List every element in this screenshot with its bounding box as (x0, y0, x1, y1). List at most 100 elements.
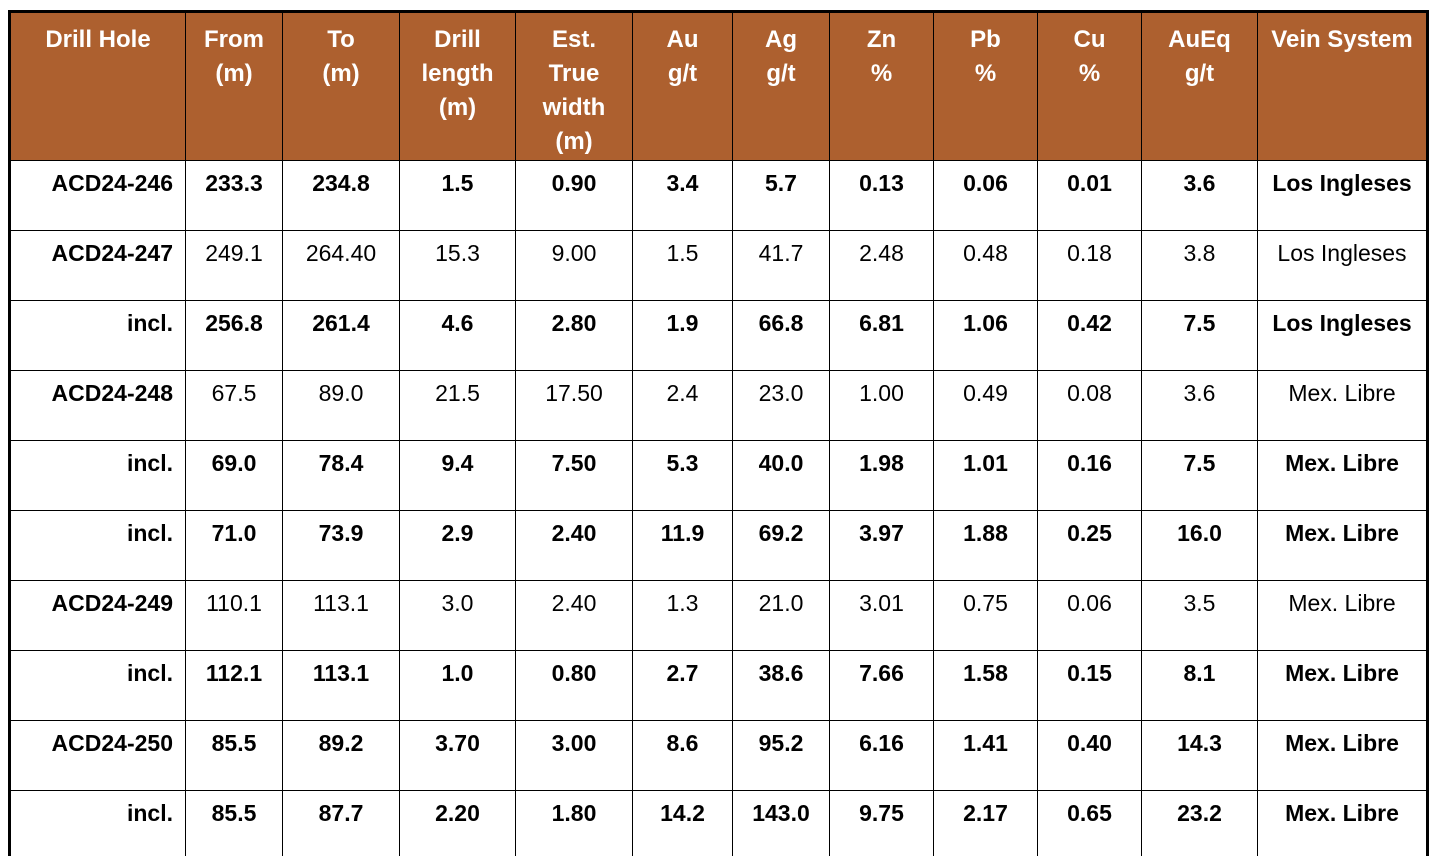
header-cell-zn-pct: Zn % (829, 11, 934, 161)
table-row: ACD24-246 233.3 234.8 1.5 0.90 3.4 5.7 0.13 0.06… (9, 160, 1428, 231)
cell-row10-ag-gt: 143.0 (732, 790, 830, 856)
cell-row9-ag-gt: 95.2 (732, 720, 830, 791)
header-cell-au-gt: Au g/t (632, 11, 733, 161)
cell-row7-au-gt: 1.3 (632, 580, 733, 651)
cell-row5-au-gt: 5.3 (632, 440, 733, 511)
table-row: incl. 71.0 73.9 2.9 2.40 11.9 69.2 3.97 1.88 0.25… (9, 510, 1428, 581)
cell-row7-vein-system: Mex. Libre (1257, 580, 1428, 651)
cell-row9-cu-pct: 0.40 (1037, 720, 1142, 791)
cell-row6-est-true-width-m: 2.40 (515, 510, 633, 581)
header-cell-cu-pct: Cu % (1037, 11, 1142, 161)
cell-row8-zn-pct: 7.66 (829, 650, 934, 721)
cell-row2-pb-pct: 0.48 (933, 230, 1038, 301)
cell-row7-pb-pct: 0.75 (933, 580, 1038, 651)
table-body: ACD24-246 233.3 234.8 1.5 0.90 3.4 5.7 0.13 0.06… (9, 160, 1428, 856)
header-cell-from-m: From (m) (185, 11, 283, 161)
header-cell-ag-gt: Ag g/t (732, 11, 830, 161)
cell-row8-drill-hole: incl. (9, 650, 186, 721)
cell-row1-aueq-gt: 3.6 (1141, 160, 1258, 231)
cell-row6-zn-pct: 3.97 (829, 510, 934, 581)
cell-row6-au-gt: 11.9 (632, 510, 733, 581)
cell-row6-drill-hole: incl. (9, 510, 186, 581)
cell-row2-est-true-width-m: 9.00 (515, 230, 633, 301)
cell-row9-zn-pct: 6.16 (829, 720, 934, 791)
cell-row2-cu-pct: 0.18 (1037, 230, 1142, 301)
cell-row5-ag-gt: 40.0 (732, 440, 830, 511)
cell-row4-cu-pct: 0.08 (1037, 370, 1142, 441)
header-cell-to-m: To (m) (282, 11, 400, 161)
cell-row3-aueq-gt: 7.5 (1141, 300, 1258, 371)
header-cell-pb-pct: Pb % (933, 11, 1038, 161)
table-header: Drill Hole From (m) To (m) Drill length (m)… (9, 11, 1428, 161)
cell-row4-pb-pct: 0.49 (933, 370, 1038, 441)
cell-row1-drill-length-m: 1.5 (399, 160, 516, 231)
cell-row3-vein-system: Los Ingleses (1257, 300, 1428, 371)
cell-row9-from-m: 85.5 (185, 720, 283, 791)
cell-row4-drill-hole: ACD24-248 (9, 370, 186, 441)
cell-row4-drill-length-m: 21.5 (399, 370, 516, 441)
table-row: ACD24-248 67.5 89.0 21.5 17.50 2.4 23.0 1.00 0.4… (9, 370, 1428, 441)
cell-row9-vein-system: Mex. Libre (1257, 720, 1428, 791)
table-row: ACD24-250 85.5 89.2 3.70 3.00 8.6 95.2 6.16 1.41… (9, 720, 1428, 791)
cell-row2-zn-pct: 2.48 (829, 230, 934, 301)
cell-row1-vein-system: Los Ingleses (1257, 160, 1428, 231)
header-cell-drill-hole: Drill Hole (9, 11, 186, 161)
cell-row7-ag-gt: 21.0 (732, 580, 830, 651)
cell-row6-cu-pct: 0.25 (1037, 510, 1142, 581)
cell-row10-vein-system: Mex. Libre (1257, 790, 1428, 856)
drill-results-table: Drill Hole From (m) To (m) Drill length (m)… (8, 10, 1429, 856)
cell-row3-drill-length-m: 4.6 (399, 300, 516, 371)
cell-row6-vein-system: Mex. Libre (1257, 510, 1428, 581)
cell-row4-from-m: 67.5 (185, 370, 283, 441)
cell-row5-from-m: 69.0 (185, 440, 283, 511)
cell-row2-vein-system: Los Ingleses (1257, 230, 1428, 301)
cell-row10-est-true-width-m: 1.80 (515, 790, 633, 856)
cell-row6-to-m: 73.9 (282, 510, 400, 581)
cell-row5-drill-length-m: 9.4 (399, 440, 516, 511)
table-row: incl. 85.5 87.7 2.20 1.80 14.2 143.0 9.75 2.17 0.… (9, 790, 1428, 856)
cell-row2-ag-gt: 41.7 (732, 230, 830, 301)
cell-row9-au-gt: 8.6 (632, 720, 733, 791)
cell-row6-from-m: 71.0 (185, 510, 283, 581)
cell-row9-drill-length-m: 3.70 (399, 720, 516, 791)
cell-row2-drill-length-m: 15.3 (399, 230, 516, 301)
cell-row7-from-m: 110.1 (185, 580, 283, 651)
cell-row1-pb-pct: 0.06 (933, 160, 1038, 231)
cell-row7-drill-hole: ACD24-249 (9, 580, 186, 651)
cell-row10-pb-pct: 2.17 (933, 790, 1038, 856)
cell-row5-cu-pct: 0.16 (1037, 440, 1142, 511)
cell-row7-drill-length-m: 3.0 (399, 580, 516, 651)
cell-row5-drill-hole: incl. (9, 440, 186, 511)
cell-row1-cu-pct: 0.01 (1037, 160, 1142, 231)
cell-row2-from-m: 249.1 (185, 230, 283, 301)
cell-row3-to-m: 261.4 (282, 300, 400, 371)
cell-row1-from-m: 233.3 (185, 160, 283, 231)
cell-row1-au-gt: 3.4 (632, 160, 733, 231)
header-row: Drill Hole From (m) To (m) Drill length (m)… (9, 11, 1428, 161)
cell-row6-pb-pct: 1.88 (933, 510, 1038, 581)
cell-row8-pb-pct: 1.58 (933, 650, 1038, 721)
cell-row2-drill-hole: ACD24-247 (9, 230, 186, 301)
cell-row5-zn-pct: 1.98 (829, 440, 934, 511)
cell-row1-drill-hole: ACD24-246 (9, 160, 186, 231)
cell-row8-au-gt: 2.7 (632, 650, 733, 721)
cell-row4-ag-gt: 23.0 (732, 370, 830, 441)
cell-row8-to-m: 113.1 (282, 650, 400, 721)
header-cell-drill-length-m: Drill length (m) (399, 11, 516, 161)
cell-row10-from-m: 85.5 (185, 790, 283, 856)
cell-row4-est-true-width-m: 17.50 (515, 370, 633, 441)
cell-row8-drill-length-m: 1.0 (399, 650, 516, 721)
cell-row6-ag-gt: 69.2 (732, 510, 830, 581)
cell-row8-vein-system: Mex. Libre (1257, 650, 1428, 721)
cell-row1-ag-gt: 5.7 (732, 160, 830, 231)
cell-row9-pb-pct: 1.41 (933, 720, 1038, 791)
cell-row4-zn-pct: 1.00 (829, 370, 934, 441)
table-row: ACD24-249 110.1 113.1 3.0 2.40 1.3 21.0 3.01 0.7… (9, 580, 1428, 651)
cell-row3-ag-gt: 66.8 (732, 300, 830, 371)
cell-row2-au-gt: 1.5 (632, 230, 733, 301)
cell-row3-cu-pct: 0.42 (1037, 300, 1142, 371)
cell-row2-to-m: 264.40 (282, 230, 400, 301)
cell-row4-vein-system: Mex. Libre (1257, 370, 1428, 441)
cell-row5-aueq-gt: 7.5 (1141, 440, 1258, 511)
